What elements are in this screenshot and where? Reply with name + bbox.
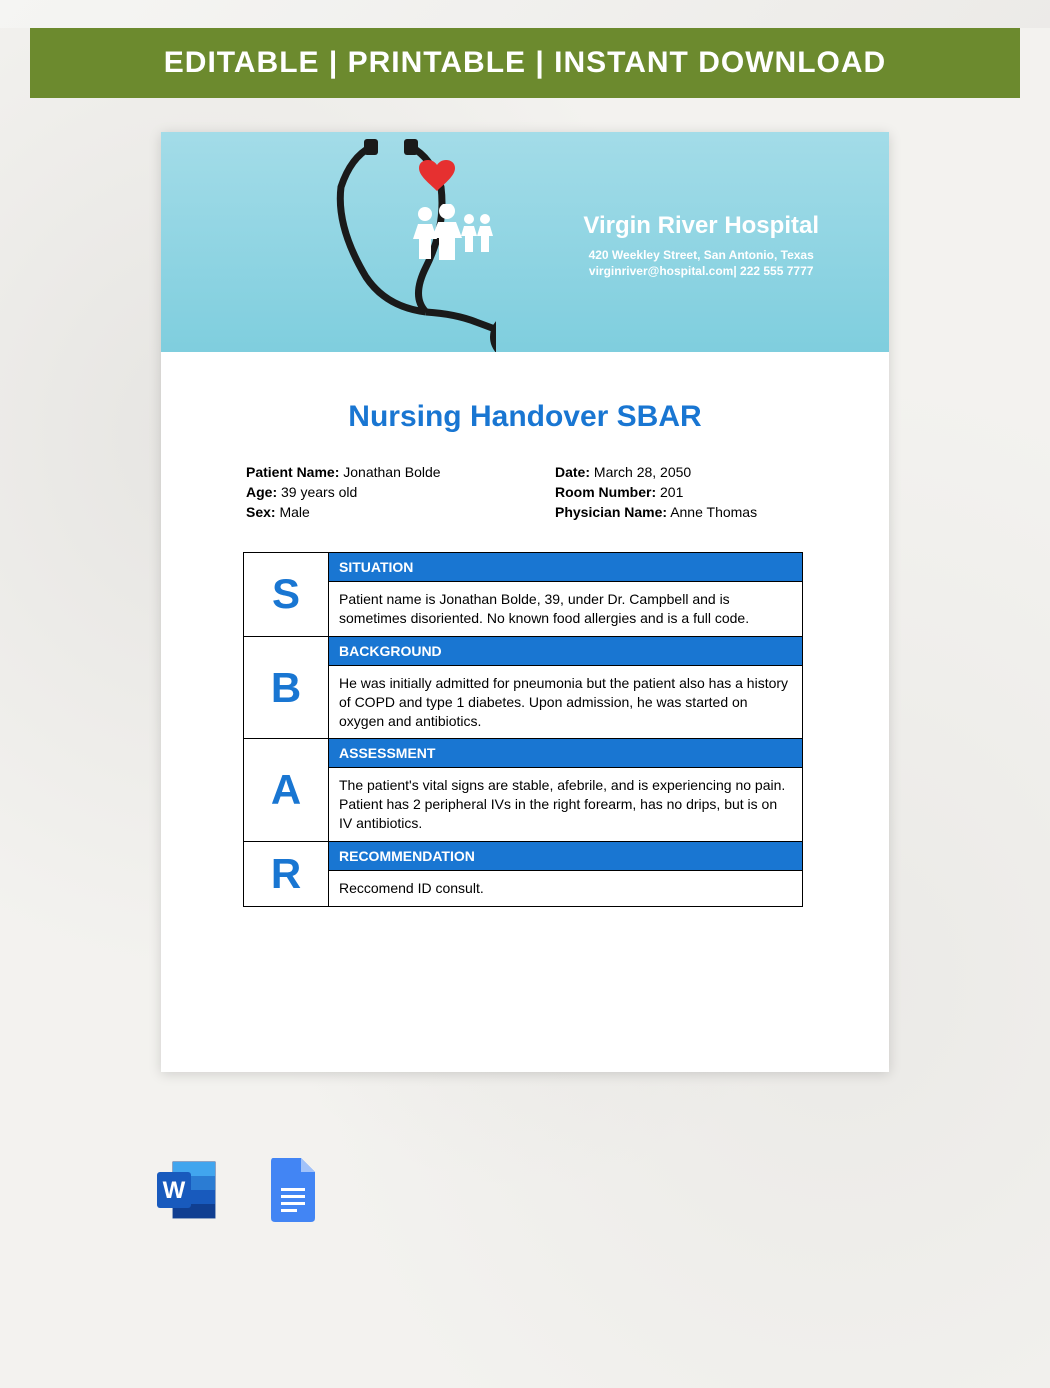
document-preview: Virgin River Hospital 420 Weekley Street… [161,132,889,1072]
hospital-address: 420 Weekley Street, San Antonio, Texas [583,248,819,262]
patient-info-left: Patient Name: Jonathan Bolde Age: 39 yea… [246,464,495,524]
promo-banner: EDITABLE | PRINTABLE | INSTANT DOWNLOAD [30,28,1020,98]
patient-room-row: Room Number: 201 [555,484,804,500]
sbar-row-background: B BACKGROUND He was initially admitted f… [244,637,802,740]
heart-icon [419,160,455,192]
sbar-row-recommendation: R RECOMMENDATION Reccomend ID consult. [244,842,802,906]
sbar-heading: ASSESSMENT [329,739,802,768]
document-title: Nursing Handover SBAR [161,400,889,434]
sbar-row-situation: S SITUATION Patient name is Jonathan Bol… [244,553,802,637]
sbar-letter-s: S [244,553,329,636]
sbar-body: Patient name is Jonathan Bolde, 39, unde… [329,582,802,636]
patient-info-right: Date: March 28, 2050 Room Number: 201 Ph… [555,464,804,524]
sbar-row-assessment: A ASSESSMENT The patient's vital signs a… [244,739,802,842]
sbar-body: Reccomend ID consult. [329,871,802,906]
sbar-letter-r: R [244,842,329,906]
svg-text:W: W [163,1177,186,1204]
patient-physician-row: Physician Name: Anne Thomas [555,504,804,520]
sbar-heading: BACKGROUND [329,637,802,666]
patient-info: Patient Name: Jonathan Bolde Age: 39 yea… [161,464,889,524]
sbar-content: RECOMMENDATION Reccomend ID consult. [329,842,802,906]
google-docs-icon[interactable] [269,1158,329,1222]
document-header: Virgin River Hospital 420 Weekley Street… [161,132,889,352]
patient-age-row: Age: 39 years old [246,484,495,500]
sbar-letter-a: A [244,739,329,841]
sbar-content: SITUATION Patient name is Jonathan Bolde… [329,553,802,636]
hospital-info-block: Virgin River Hospital 420 Weekley Street… [583,212,819,278]
patient-sex-row: Sex: Male [246,504,495,520]
sbar-body: The patient's vital signs are stable, af… [329,768,802,841]
hospital-name: Virgin River Hospital [583,212,819,240]
sbar-body: He was initially admitted for pneumonia … [329,666,802,739]
sbar-content: BACKGROUND He was initially admitted for… [329,637,802,739]
patient-date-row: Date: March 28, 2050 [555,464,804,480]
sbar-heading: SITUATION [329,553,802,582]
patient-name-row: Patient Name: Jonathan Bolde [246,464,495,480]
app-icons-row: W [155,1158,1050,1222]
sbar-content: ASSESSMENT The patient's vital signs are… [329,739,802,841]
hospital-contact: virginriver@hospital.com| 222 555 7777 [583,264,819,278]
sbar-table: S SITUATION Patient name is Jonathan Bol… [243,552,803,907]
sbar-heading: RECOMMENDATION [329,842,802,871]
word-icon[interactable]: W [155,1158,215,1222]
sbar-letter-b: B [244,637,329,739]
family-icon [411,204,501,262]
